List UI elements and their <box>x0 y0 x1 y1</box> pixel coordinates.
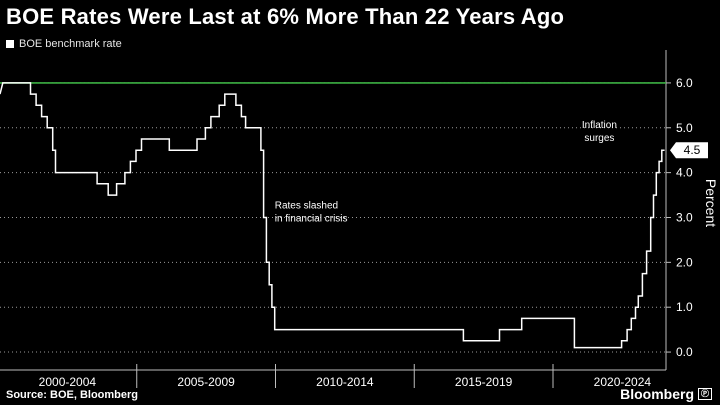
x-tick-label: 2005-2009 <box>177 375 235 389</box>
legend-label: BOE benchmark rate <box>19 38 122 50</box>
y-tick-label: 1.0 <box>676 300 693 314</box>
annotation-text: surges <box>584 133 614 144</box>
brand-name: Bloomberg <box>620 386 694 402</box>
legend-swatch <box>6 40 14 48</box>
y-tick-label: 3.0 <box>676 210 693 224</box>
y-tick-label: 6.0 <box>676 76 693 90</box>
series-line-boe-rate <box>0 82 665 349</box>
brand-logo: Bloomberg Ⓟ <box>620 386 712 402</box>
annotation-text: in financial crisis <box>275 214 348 225</box>
x-tick-label: 2015-2019 <box>455 375 513 389</box>
chart-title: BOE Rates Were Last at 6% More Than 22 Y… <box>6 4 565 29</box>
last-value-callout <box>670 142 708 159</box>
source-note: Source: BOE, Bloomberg <box>6 389 139 401</box>
annotation-text: Rates slashed <box>275 201 338 212</box>
x-tick-label: 2020-2024 <box>594 375 652 389</box>
y-tick-label: 4.0 <box>676 166 693 180</box>
y-axis-label: Percent <box>703 179 719 227</box>
y-tick-label: 0.0 <box>676 345 693 359</box>
y-tick-label: 2.0 <box>676 255 693 269</box>
last-value-label: 4.5 <box>684 143 701 157</box>
y-tick-label: 5.0 <box>676 121 693 135</box>
annotation-text: Inflation <box>582 120 617 131</box>
brand-badge: Ⓟ <box>698 388 712 400</box>
x-tick-label: 2010-2014 <box>316 375 374 389</box>
x-tick-label: 2000-2004 <box>39 375 97 389</box>
legend: BOE benchmark rate <box>6 38 122 50</box>
